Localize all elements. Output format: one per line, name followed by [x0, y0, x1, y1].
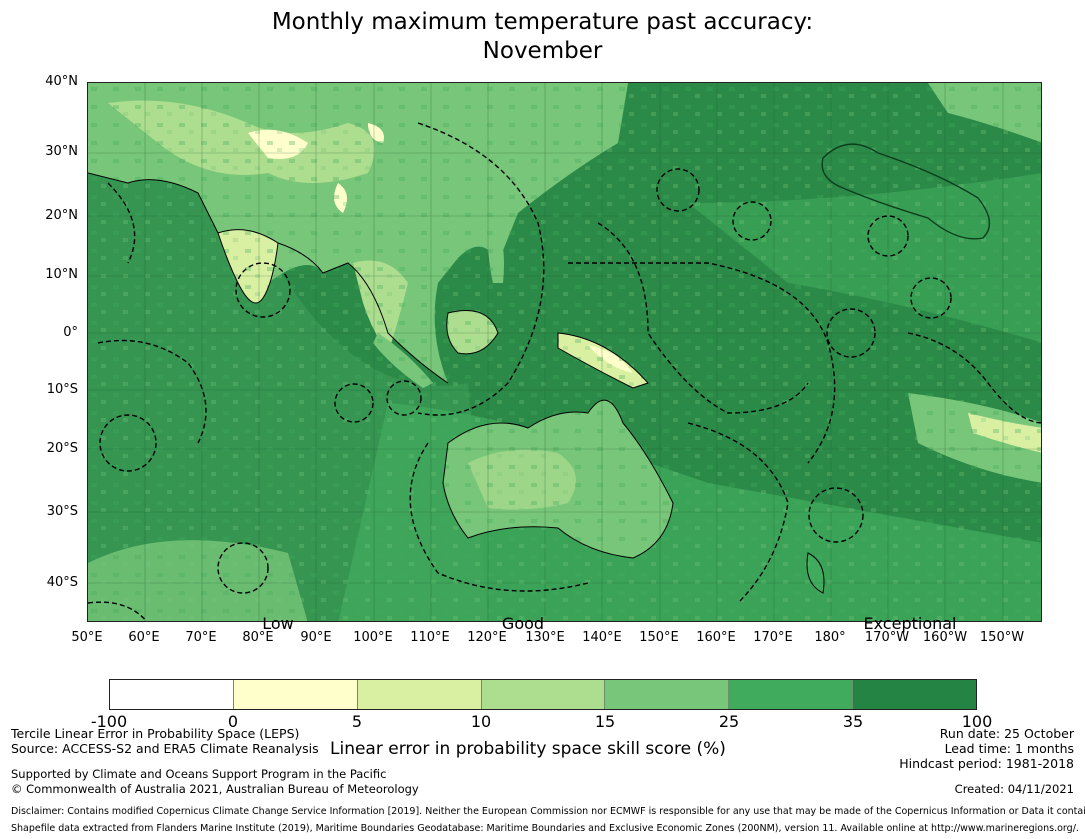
lon-label-50e: 50°E	[71, 630, 103, 645]
lon-label-130e: 130°E	[525, 630, 565, 645]
colorbar-tick-10: 10	[470, 712, 492, 731]
lat-label-20n: 20°N	[45, 208, 78, 223]
colorbar-segment-2	[233, 680, 358, 709]
lat-label-20s: 20°S	[46, 441, 78, 456]
lon-label-160e: 160°E	[696, 630, 736, 645]
hawaii-eez	[821, 143, 991, 240]
lon-label-100e: 100°E	[353, 630, 393, 645]
source-text: Source: ACCESS-S2 and ERA5 Climate Reana…	[11, 741, 319, 756]
lat-label-0: 0°	[63, 325, 78, 340]
colorbar-tick-5: 5	[351, 712, 363, 731]
lat-label-30n: 30°N	[45, 144, 78, 159]
method-text: Tercile Linear Error in Probability Spac…	[11, 726, 300, 741]
lon-label-180: 180°	[814, 630, 846, 645]
lead-time-text: Lead time: 1 months	[944, 741, 1074, 756]
colorbar-tick-100: 100	[961, 712, 993, 731]
colorbar-tick-35: 35	[842, 712, 864, 731]
copyright-text: © Commonwealth of Australia 2021, Austra…	[11, 782, 419, 796]
skill-label-good: Good	[501, 614, 545, 633]
colorbar-segment-5	[605, 680, 730, 709]
lat-label-40n: 40°N	[45, 74, 78, 89]
map-title: Monthly maximum temperature past accurac…	[0, 8, 1085, 66]
title-line-2: November	[482, 38, 603, 64]
skill-label-low: Low	[262, 614, 294, 633]
colorbar-tick-0: 0	[227, 712, 239, 731]
lon-label-150e: 150°E	[639, 630, 679, 645]
colorbar-segment-7	[853, 680, 977, 709]
title-line-1: Monthly maximum temperature past accurac…	[271, 9, 814, 35]
shapefile-text: Shapefile data extracted from Flanders M…	[11, 823, 1079, 834]
colorbar-tick-minus100: -100	[90, 712, 128, 731]
lon-label-170e: 170°E	[753, 630, 793, 645]
support-text: Supported by Climate and Oceans Support …	[11, 767, 387, 781]
lat-label-10n: 10°N	[45, 267, 78, 282]
colorbar	[109, 679, 977, 710]
lon-label-160w: 160°W	[922, 630, 968, 645]
created-text: Created: 04/11/2021	[954, 782, 1074, 796]
skill-map	[87, 82, 1042, 622]
coastlines	[88, 172, 825, 594]
lon-label-140e: 140°E	[582, 630, 622, 645]
lon-label-170w: 170°W	[864, 630, 910, 645]
lon-label-150w: 150°W	[979, 630, 1025, 645]
lat-label-10s: 10°S	[46, 382, 78, 397]
colorbar-segment-3	[357, 680, 482, 709]
run-date-text: Run date: 25 October	[939, 726, 1074, 741]
disclaimer-text: Disclaimer: Contains modified Copernicus…	[11, 806, 1085, 817]
lon-label-90e: 90°E	[300, 630, 332, 645]
colorbar-tick-25: 25	[718, 712, 740, 731]
colorbar-segment-4	[481, 680, 606, 709]
eez-boundaries	[88, 122, 1041, 621]
colorbar-tick-15: 15	[594, 712, 616, 731]
lon-label-70e: 70°E	[185, 630, 217, 645]
lon-label-60e: 60°E	[128, 630, 160, 645]
colorbar-segment-6	[729, 680, 854, 709]
lon-label-110e: 110°E	[410, 630, 450, 645]
colorbar-label: Linear error in probability space skill …	[330, 739, 726, 759]
colorbar-segment-1	[110, 680, 234, 709]
hindcast-text: Hindcast period: 1981-2018	[899, 756, 1074, 771]
lon-label-120e: 120°E	[467, 630, 507, 645]
lat-label-40s: 40°S	[46, 575, 78, 590]
lat-label-30s: 30°S	[46, 504, 78, 519]
skill-label-exceptional: Exceptional	[863, 614, 957, 633]
skill-map-graphic	[88, 83, 1041, 621]
lon-label-80e: 80°E	[242, 630, 274, 645]
